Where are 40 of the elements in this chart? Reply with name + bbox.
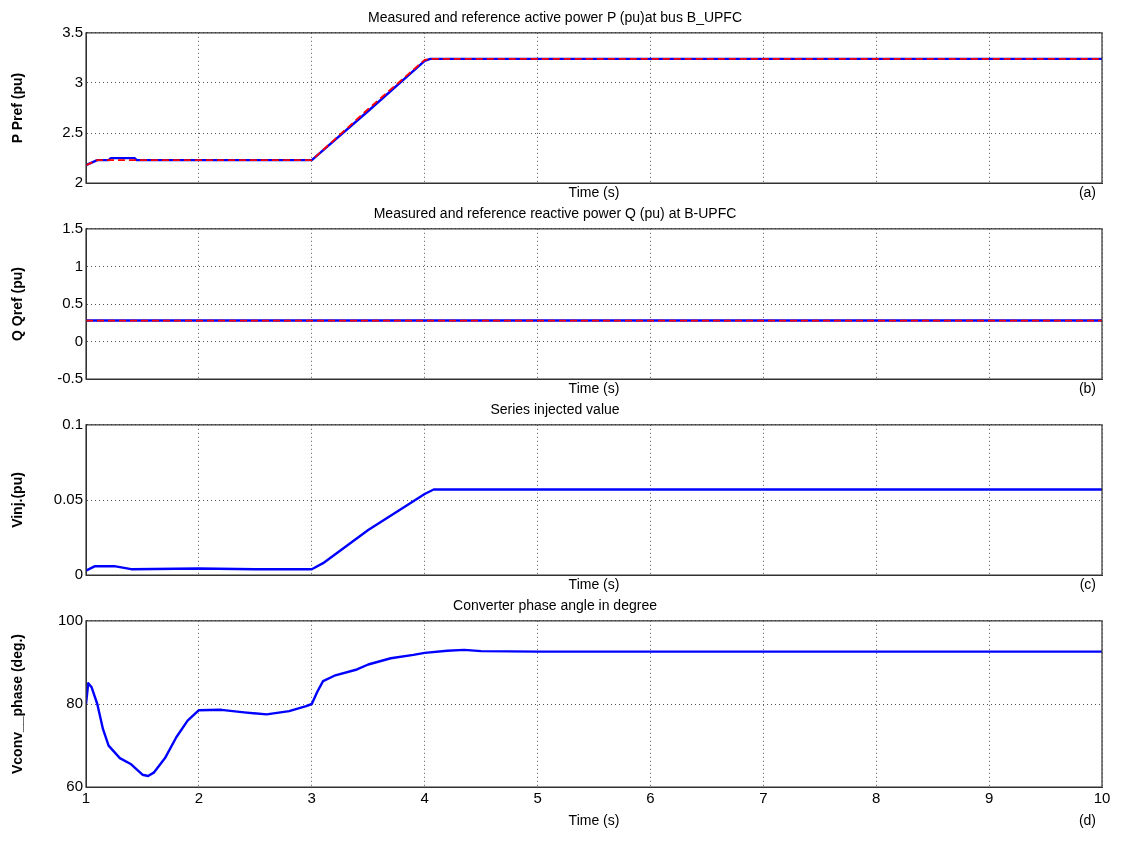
x-tick-label: 9 xyxy=(984,789,994,807)
text: (a) xyxy=(1078,183,1096,200)
text: (d) xyxy=(1078,811,1096,828)
y-tick-label: -0.5 xyxy=(57,369,83,387)
x-tick-label: 6 xyxy=(646,789,655,807)
y-tick-label: 1 xyxy=(74,256,83,274)
x-tick-label: 5 xyxy=(533,789,542,807)
y-tick-label: 1.5 xyxy=(62,218,83,236)
x-tick-label: 2 xyxy=(194,789,204,807)
x-axis-title: Time (s) xyxy=(568,184,620,201)
chart-title: Measured and reference reactive power Q (pu) at B-UPFC xyxy=(373,205,737,222)
x-axis-title: Time (s) xyxy=(568,812,620,829)
y-tick-label: 0 xyxy=(74,565,83,583)
y-tick-label: 0 xyxy=(74,331,83,349)
y-axis-title: Q Qref (pu) xyxy=(9,267,26,341)
y-tick-label: 0.5 xyxy=(62,294,83,312)
y-tick-label: 0.05 xyxy=(53,490,83,508)
x-tick-label: 10 xyxy=(1093,789,1111,807)
y-tick-label: 2.5 xyxy=(62,123,83,141)
y-tick-label: 60 xyxy=(66,777,83,795)
y-tick-label: 2 xyxy=(74,173,83,191)
x-axis-title: Time (s) xyxy=(568,380,620,397)
y-tick-label: 3 xyxy=(74,73,83,91)
x-tick-label: 3 xyxy=(307,789,316,807)
chart-title: Converter phase angle in degree xyxy=(453,597,658,614)
x-tick-label: 4 xyxy=(420,789,429,807)
x-axis-title: Time (s) xyxy=(568,576,620,593)
y-tick-label: 0.1 xyxy=(62,414,83,432)
y-tick-label: 3.5 xyxy=(62,22,83,40)
y-axis-title: Vconv__phase (deg.) xyxy=(9,633,26,775)
chart-title: Measured and reference active power P (pu)at bus B_UPFC xyxy=(367,9,743,26)
x-tick-label: 7 xyxy=(759,789,768,807)
y-axis-title: Vinj.(pu) xyxy=(9,472,26,528)
x-tick-label: 8 xyxy=(872,789,881,807)
text: (c) xyxy=(1079,575,1096,592)
y-axis-title: P Pref (pu) xyxy=(9,72,26,144)
y-tick-label: 80 xyxy=(66,694,83,712)
y-tick-label: 100 xyxy=(57,610,83,628)
chart-title: Series injected value xyxy=(490,401,620,418)
text: (b) xyxy=(1078,379,1096,396)
